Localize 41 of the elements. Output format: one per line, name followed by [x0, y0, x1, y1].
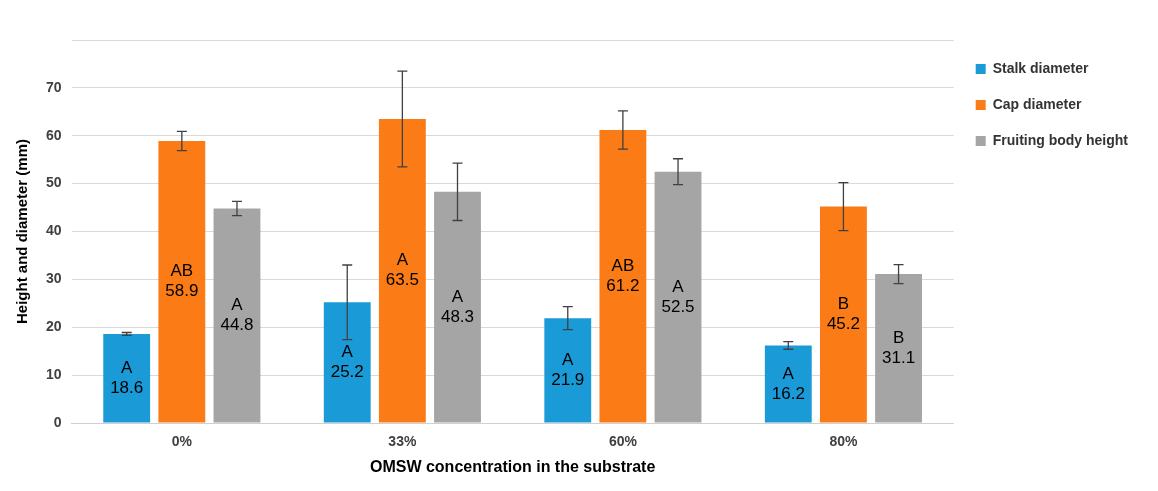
y-tick-label: 10	[45, 365, 62, 382]
bar	[158, 141, 206, 423]
bar	[654, 171, 702, 423]
bar	[764, 345, 812, 423]
data-label: A 21.9	[551, 350, 585, 390]
data-label: A 52.5	[661, 276, 695, 316]
bar	[378, 118, 426, 423]
data-label: B 31.1	[882, 327, 916, 367]
x-axis-title: OMSW concentration in the substrate	[369, 457, 656, 475]
y-tick-label: 70	[45, 78, 62, 95]
y-axis-title: Height and diameter (mm)	[13, 138, 31, 325]
y-tick-label: 40	[45, 222, 62, 239]
data-label: AB 61.2	[606, 255, 640, 295]
y-tick-label: 50	[45, 174, 62, 191]
bar	[875, 274, 922, 423]
y-tick-label: 60	[45, 126, 62, 143]
y-tick-label: 30	[45, 270, 62, 287]
data-label: A 18.6	[110, 357, 144, 397]
data-label: A 44.8	[220, 295, 254, 335]
y-tick-label: 20	[45, 318, 62, 335]
bar	[213, 208, 261, 423]
data-label: A 63.5	[385, 250, 419, 290]
bar	[819, 206, 867, 423]
legend-label: Stalk diameter	[992, 59, 1089, 76]
x-tick-label: 0%	[171, 433, 193, 450]
bar	[599, 130, 647, 423]
y-tick-label: 0	[53, 413, 62, 430]
data-label: A 25.2	[330, 342, 364, 382]
x-tick-label: 80%	[829, 433, 858, 450]
bar	[544, 318, 592, 423]
bar	[434, 191, 481, 423]
legend-label: Cap diameter	[992, 95, 1082, 112]
data-label: B 45.2	[826, 294, 860, 334]
x-tick-label: 33%	[388, 433, 417, 450]
x-tick-label: 60%	[608, 433, 638, 450]
data-label: AB 58.9	[165, 261, 199, 301]
bar	[103, 333, 151, 423]
bar	[323, 302, 371, 423]
data-label: A 16.2	[771, 363, 805, 403]
legend-label: Fruiting body height	[992, 131, 1129, 148]
data-label: A 48.3	[440, 286, 475, 326]
